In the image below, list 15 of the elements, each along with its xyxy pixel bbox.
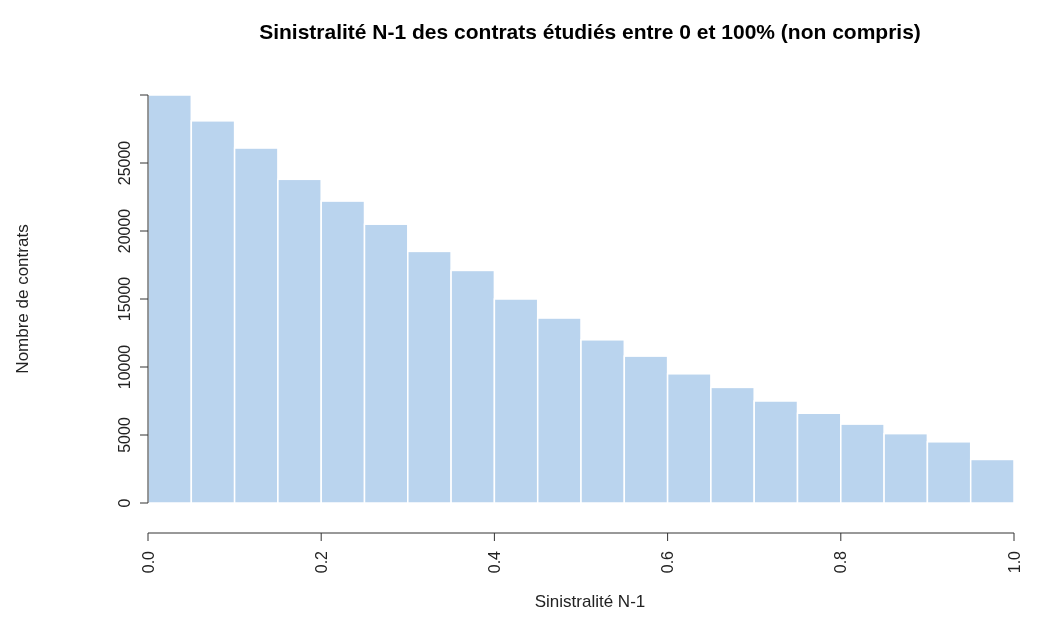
x-tick-label: 0.4: [485, 550, 503, 574]
x-tick-label: 0.6: [659, 550, 677, 574]
y-axis-title: Nombre de contrats: [13, 224, 33, 374]
y-tick-label: 20000: [116, 208, 133, 254]
y-tick-label: 25000: [116, 140, 133, 186]
chart-title: Sinistralité N-1 des contrats étudiés entre 0 et 100% (non compris): [258, 20, 922, 44]
y-tick-label: 10000: [116, 344, 133, 390]
x-tick-label: 0.2: [312, 550, 330, 574]
x-axis-title: Sinistralité N-1: [533, 592, 647, 612]
x-tick-label: 0.8: [832, 550, 850, 574]
y-tick-label: 15000: [116, 276, 133, 322]
y-tick-label: 0: [116, 498, 133, 508]
x-tick-label: 0.0: [139, 550, 157, 574]
y-tick-label: 5000: [116, 417, 133, 453]
x-tick-label: 1.0: [1005, 550, 1023, 574]
